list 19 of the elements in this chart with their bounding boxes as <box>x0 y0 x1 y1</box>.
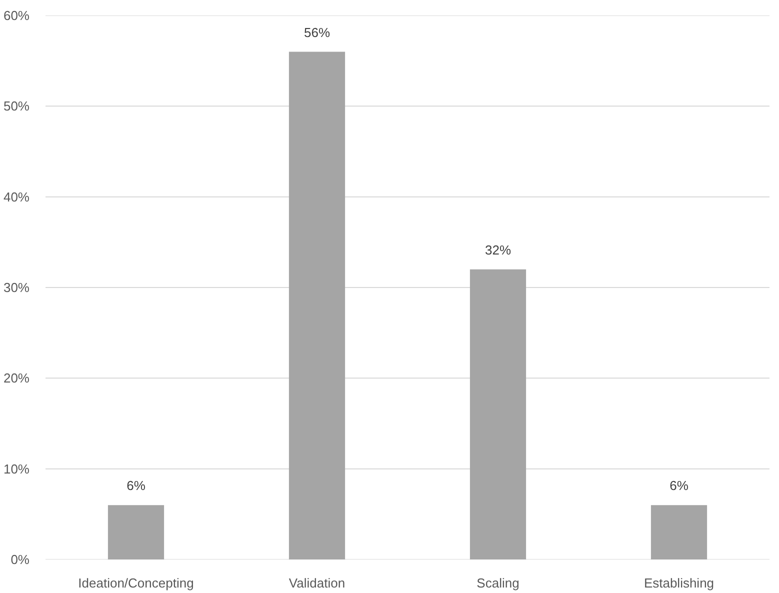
bar <box>470 269 526 560</box>
bar <box>288 52 346 560</box>
data-label: 32% <box>484 242 512 258</box>
data-label: 6% <box>126 478 146 494</box>
x-tick-label: Establishing <box>644 576 714 590</box>
bar <box>108 505 164 560</box>
y-tick-label: 10% <box>3 461 30 476</box>
x-tick-label: Scaling <box>476 576 520 590</box>
bar <box>650 505 708 560</box>
y-tick-label: 50% <box>3 98 30 114</box>
x-tick-label: Ideation/Concepting <box>78 576 194 590</box>
y-tick-label: 0% <box>10 552 30 567</box>
y-tick-label: 20% <box>3 370 30 386</box>
data-label: 56% <box>304 24 330 40</box>
x-tick-label: Validation <box>288 576 346 590</box>
data-label: 6% <box>670 478 689 494</box>
y-tick-label: 40% <box>3 189 30 204</box>
y-tick-label: 30% <box>3 280 30 295</box>
y-tick-label: 60% <box>3 8 30 23</box>
